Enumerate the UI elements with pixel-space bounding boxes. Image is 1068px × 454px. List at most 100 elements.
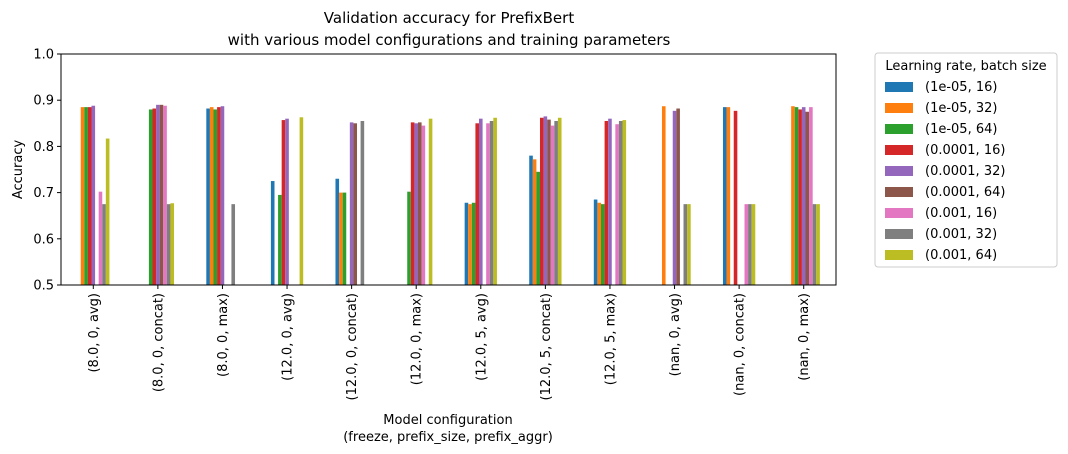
bar [414,123,418,285]
bar [349,122,354,285]
x-tick-label: (12.0, 5, concat) [539,293,554,400]
y-tick-label: 0.8 [33,140,54,155]
bar [726,107,731,285]
bar [615,124,619,285]
bar [597,202,601,285]
bar [489,120,494,286]
bar [217,107,221,285]
bar [353,123,358,285]
legend-label: (0.001, 16) [925,206,997,221]
bar [672,110,677,285]
bar [532,159,537,285]
bar [339,192,343,285]
legend-swatch [885,82,913,92]
chart-title-line-2: with various model configurations and tr… [228,31,671,49]
x-tick-label: (8.0, 0, concat) [151,293,166,392]
x-axis: (8.0, 0, avg) (8.0, 0, concat) (8.0, 0, ma… [87,285,812,400]
x-tick-label: (nan, 0, max) [797,293,812,381]
bar [475,123,479,285]
legend-frame [874,52,1058,268]
legend-label: (1e-05, 32) [925,101,997,116]
bar [278,194,282,285]
bar [471,202,476,285]
bar [148,109,153,285]
bar [557,117,562,285]
bar [479,118,483,286]
bar [751,204,756,285]
legend-swatch [885,229,913,239]
y-axis: 0.5 0.6 0.7 0.8 0.9 1.0 [33,48,61,294]
x-axis-label: Model configuration (freeze, prefix_size… [343,413,553,445]
bar [170,203,175,285]
bar [84,107,88,285]
bar [464,202,469,285]
legend-swatch [885,145,913,155]
bar [593,199,598,285]
bar [407,191,411,285]
legend-label: (0.0001, 16) [925,143,1005,158]
bar [676,108,680,286]
x-tick-label: (12.0, 0, max) [410,293,425,385]
legend: Learning rate, batch size (1e-05, 16)(1e… [874,52,1058,268]
bar [166,204,171,285]
bar [805,111,810,285]
x-tick-label: (nan, 0, concat) [733,293,748,396]
bar [801,107,806,285]
bar [421,125,426,285]
bar [604,120,609,286]
bar [342,192,347,285]
x-tick-label: (12.0, 0, avg) [281,293,296,381]
plot-area-frame [60,53,837,286]
bar [428,118,433,286]
bar [622,120,627,285]
legend-label: (1e-05, 64) [925,122,997,137]
bar [600,204,605,285]
bar [213,109,218,285]
bar [550,125,555,285]
legend-swatch [885,103,913,113]
legend-label: (0.001, 32) [925,227,997,242]
y-axis-label: Accuracy [11,140,26,200]
bar [791,106,795,286]
bar [493,117,497,285]
legend-title: Learning rate, batch size [885,59,1046,74]
bar [661,106,666,286]
bar [335,178,340,285]
y-tick-label: 0.6 [33,232,54,247]
bar [156,104,160,285]
x-tick-label: (12.0, 5, max) [604,293,619,385]
bar [87,107,92,285]
bar [270,181,275,285]
bar [285,118,289,286]
bar [91,105,96,286]
bar [418,122,422,285]
bar [80,107,85,285]
bar [748,204,752,285]
bar [105,138,110,285]
bar [618,120,623,286]
legend-swatch [885,208,913,218]
legend-swatch [885,187,913,197]
bar [812,204,817,285]
bar [794,107,799,285]
bar [152,108,157,286]
chart-title-line-1: Validation accuracy for PrefixBert [324,9,575,27]
legend-label: (1e-05, 16) [925,80,997,95]
legend-swatch [885,166,913,176]
legend-swatch [885,250,913,260]
x-tick-label: (8.0, 0, max) [216,293,231,377]
legend-items: (1e-05, 16) (1e-05, 32) (1e-05, 64) (0.0001… [885,80,1005,263]
chart-title: Validation accuracy for PrefixBert with … [228,9,671,49]
y-tick-label: 0.5 [33,279,54,294]
bar [102,204,106,285]
bar [159,104,164,285]
bar [468,204,472,285]
bar [231,204,236,285]
x-axis-label-line-2: (freeze, prefix_size, prefix_aggr) [343,430,553,445]
bars-layer [80,104,820,286]
bar [536,171,540,285]
bar [816,204,820,285]
x-tick-label: (12.0, 5, avg) [474,293,489,381]
x-tick-label: (nan, 0, avg) [668,293,683,376]
bar [554,120,558,286]
